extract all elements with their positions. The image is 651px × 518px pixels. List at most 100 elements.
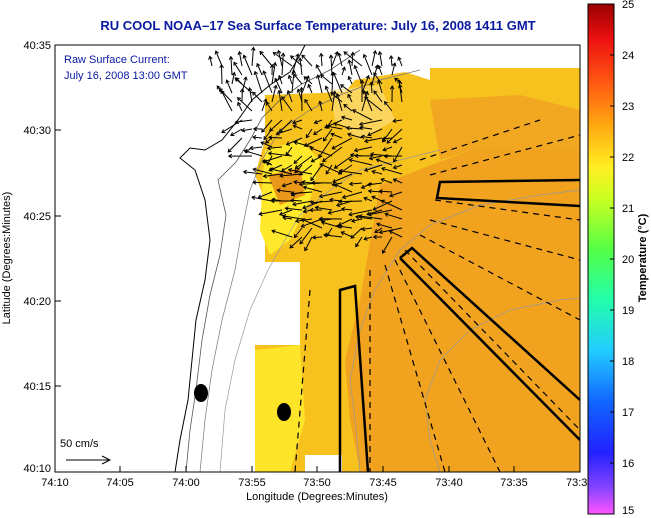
current-vector-head <box>225 79 230 84</box>
current-vector <box>237 102 243 112</box>
colorbar-tick-label: 17 <box>622 407 634 419</box>
current-vector <box>281 53 284 76</box>
current-vector <box>277 50 283 67</box>
buoy-marker-1 <box>194 384 208 402</box>
current-vector-head <box>242 169 248 175</box>
current-vector <box>355 236 363 247</box>
current-vector <box>258 191 273 199</box>
current-vector-head <box>298 181 303 187</box>
current-vector-head <box>347 75 352 81</box>
current-vector <box>343 104 353 112</box>
current-vector-head <box>298 57 303 62</box>
colorbar-tick-label: 15 <box>622 505 634 517</box>
current-vector-head <box>394 77 399 82</box>
current-vector <box>301 87 303 112</box>
current-vector-head <box>359 125 364 130</box>
current-vector-head <box>333 164 339 169</box>
current-vector-head <box>380 199 385 204</box>
chart-title: RU COOL NOAA–17 Sea Surface Temperature:… <box>100 18 535 33</box>
current-vector <box>281 96 293 112</box>
current-vector-head <box>264 139 270 144</box>
current-vector-head <box>340 206 346 212</box>
current-vector-head <box>318 216 323 222</box>
colorbar-tick-label: 23 <box>622 101 634 113</box>
current-vector-head <box>280 52 286 57</box>
sst-hot-spot <box>268 168 305 205</box>
scale-label: 50 cm/s <box>60 438 99 450</box>
current-vector <box>263 128 273 140</box>
current-vector <box>209 56 213 67</box>
y-tick-label: 40:30 <box>23 125 51 137</box>
current-vector <box>382 236 393 254</box>
current-vector-head <box>263 98 268 103</box>
current-vector-head <box>277 89 282 95</box>
sst-cool-patch-3 <box>330 85 395 140</box>
current-vector <box>252 91 263 103</box>
current-vector <box>279 209 293 216</box>
current-vector <box>354 65 363 85</box>
transect-outline-2b <box>399 257 580 441</box>
transect-line <box>404 249 580 431</box>
current-vector <box>382 137 393 140</box>
colorbar-tick-label: 20 <box>622 254 634 266</box>
current-vector-head <box>267 151 273 156</box>
current-vector <box>338 200 363 203</box>
current-vector-head <box>381 249 386 254</box>
current-vector <box>350 227 363 239</box>
current-vector <box>386 128 403 144</box>
current-vector <box>233 62 243 76</box>
current-vector <box>288 75 293 85</box>
current-vector-head <box>230 132 235 136</box>
current-vector <box>301 218 323 228</box>
current-vector <box>310 164 323 181</box>
current-vector-head <box>303 142 309 147</box>
current-vector-head <box>269 63 275 69</box>
current-vector <box>279 119 293 133</box>
current-vector-head <box>300 218 306 223</box>
current-vector-head <box>278 128 284 133</box>
current-vector-head <box>340 84 345 89</box>
current-vector <box>243 171 263 175</box>
current-vector-head <box>243 149 248 154</box>
transect-line <box>384 264 446 472</box>
current-vector-head <box>301 54 306 59</box>
current-vector-head <box>320 220 326 226</box>
current-vector-head <box>363 196 368 201</box>
current-vector-head <box>311 235 317 240</box>
colorbar-label: Temperature (°C) <box>637 213 649 302</box>
current-vector <box>370 153 393 157</box>
current-vector <box>361 91 368 112</box>
current-vector <box>293 155 303 164</box>
current-vector <box>250 146 263 149</box>
current-vector-head <box>281 183 286 188</box>
current-vector-head <box>392 178 398 183</box>
current-vector <box>263 70 273 94</box>
x-tick-label: 73:40 <box>435 477 463 489</box>
current-vector <box>315 64 323 76</box>
current-vector <box>317 74 323 94</box>
current-vector-head <box>272 51 277 56</box>
current-vector <box>379 227 403 233</box>
colorbar-tick-label: 24 <box>622 50 634 62</box>
current-vector-head <box>313 130 318 135</box>
current-vector <box>278 75 283 85</box>
current-vector-head <box>375 222 381 227</box>
current-vector <box>244 150 263 157</box>
current-vector <box>368 209 393 216</box>
current-vector-head <box>367 132 372 137</box>
current-vector <box>338 164 353 175</box>
current-vector-head <box>301 179 306 185</box>
current-vector-head <box>270 198 275 204</box>
current-vector <box>288 169 313 175</box>
current-vector-head <box>272 61 278 67</box>
current-vector-head <box>347 93 352 98</box>
current-vector-head <box>364 90 369 96</box>
current-vector <box>303 186 323 193</box>
y-axis-label: Latitude (Degrees:Minutes) <box>1 192 13 325</box>
current-vector-head <box>322 137 327 142</box>
current-vector <box>307 84 313 94</box>
current-vector-head <box>237 101 242 107</box>
current-vector <box>367 182 383 186</box>
current-vector <box>359 215 383 220</box>
